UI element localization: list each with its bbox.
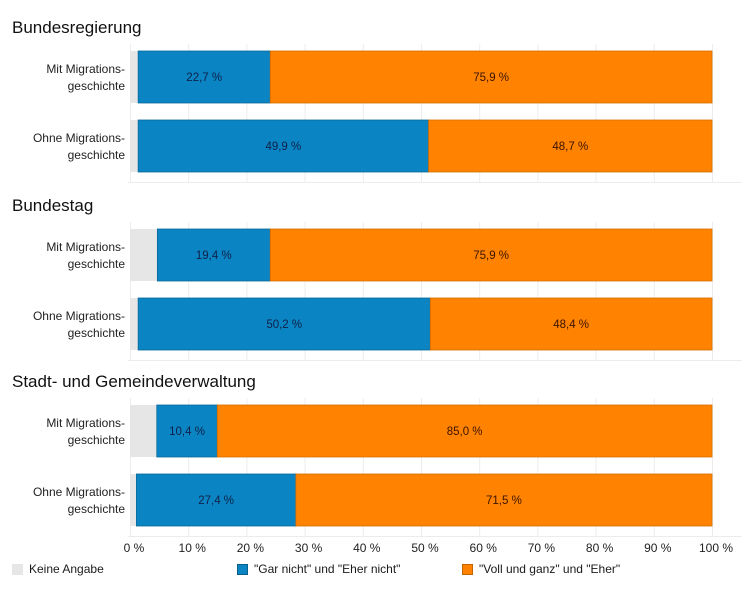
row-label: geschichte [68, 79, 126, 93]
row-label: geschichte [68, 433, 126, 447]
row-label: Ohne Migrations- [33, 485, 125, 499]
row-label: geschichte [68, 257, 126, 271]
bar-segment-voll [269, 50, 713, 104]
data-label: 85,0 % [447, 426, 483, 438]
bar-segment-voll [429, 297, 713, 351]
x-tick-label: 70 % [528, 541, 556, 555]
bar-segment-nicht [137, 297, 431, 351]
bar-segment-voll [269, 228, 713, 282]
x-tick-label: 80 % [586, 541, 614, 555]
legend-item-keine-angabe: Keine Angabe [12, 562, 104, 576]
data-label: 10,4 % [169, 426, 205, 438]
data-label: 75,9 % [473, 250, 509, 262]
data-label: 27,4 % [198, 495, 234, 507]
legend-swatch-gar-nicht [237, 563, 248, 575]
x-tick-label: 100 % [699, 541, 733, 555]
bar-segment-keine [130, 51, 139, 103]
x-tick-label: 10 % [179, 541, 207, 555]
row-label: Mit Migrations- [46, 240, 125, 254]
data-label: 49,9 % [265, 141, 301, 153]
x-tick-label: 40 % [353, 541, 381, 555]
x-tick-label: 30 % [295, 541, 323, 555]
row-label: geschichte [68, 148, 126, 162]
bar-segment-voll [428, 119, 713, 173]
x-tick-label: 20 % [237, 541, 265, 555]
legend-item-voll-und-ganz: "Voll und ganz" und "Eher" [462, 562, 620, 576]
x-tick-label: 60 % [470, 541, 498, 555]
bar-segment-keine [130, 120, 139, 172]
legend-label: "Voll und ganz" und "Eher" [479, 562, 621, 576]
data-label: 48,7 % [552, 141, 588, 153]
bar-segment-keine [130, 229, 158, 281]
panel-title: Bundesregierung [12, 18, 141, 37]
panel-title: Stadt- und Gemeindeverwaltung [12, 372, 256, 391]
panel-title: Bundestag [12, 196, 93, 215]
x-tick-label: 90 % [644, 541, 672, 555]
legend-label: Keine Angabe [29, 562, 104, 576]
x-tick-label: 0 % [124, 541, 145, 555]
bar-segment-voll [216, 404, 713, 458]
legend-item-gar-nicht: "Gar nicht" und "Eher nicht" [237, 562, 400, 576]
row-label: Ohne Migrations- [33, 309, 125, 323]
data-label: 50,2 % [266, 319, 302, 331]
bar-segment-keine [130, 474, 137, 526]
bar-segment-voll [295, 473, 713, 527]
data-label: 19,4 % [196, 250, 232, 262]
data-label: 71,5 % [486, 495, 522, 507]
bar-segment-nicht [137, 119, 429, 173]
bar-segment-nicht [156, 404, 218, 458]
data-label: 22,7 % [186, 72, 222, 84]
bar-segment-nicht [137, 50, 271, 104]
legend-swatch-voll-und-ganz [462, 563, 473, 575]
row-label: Mit Migrations- [46, 416, 125, 430]
row-label: geschichte [68, 326, 126, 340]
row-label: Mit Migrations- [46, 62, 125, 76]
bar-segment-keine [130, 298, 139, 350]
data-label: 48,4 % [553, 319, 589, 331]
legend-label: "Gar nicht" und "Eher nicht" [254, 562, 401, 576]
legend-swatch-keine-angabe [12, 563, 23, 575]
bar-segment-keine [130, 405, 157, 457]
legend: Keine Angabe "Gar nicht" und "Eher nicht… [0, 562, 750, 582]
row-label: geschichte [68, 502, 126, 516]
data-label: 75,9 % [473, 72, 509, 84]
x-tick-label: 50 % [411, 541, 439, 555]
row-label: Ohne Migrations- [33, 131, 125, 145]
bar-segment-nicht [136, 473, 297, 527]
